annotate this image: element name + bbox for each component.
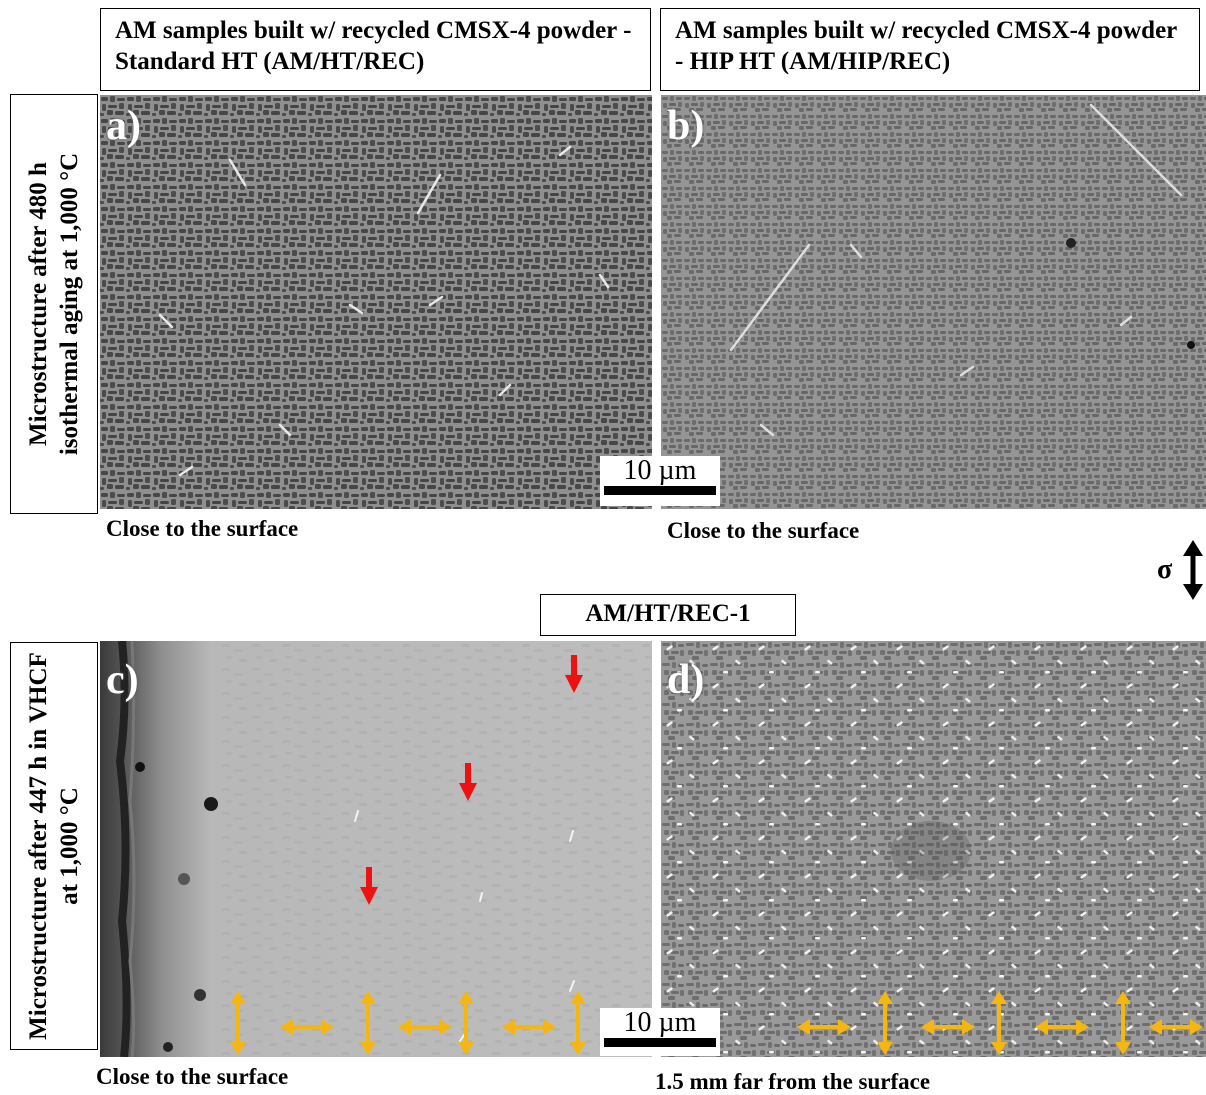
micrograph-d-image — [661, 641, 1206, 1057]
stress-symbol: σ — [1157, 554, 1173, 585]
panel-label-a: a) — [106, 103, 141, 149]
row-label-bottom-text: Microstructure after 447 h in VHCF at 1,… — [25, 652, 83, 1040]
scale-bar-top-text: 10 µm — [623, 455, 697, 486]
yellow-arrows-c — [230, 991, 586, 1055]
scale-bar-bottom-line — [604, 1038, 716, 1047]
micrograph-c-image — [100, 641, 652, 1057]
header-top-right-text: AM samples built w/ recycled CMSX-4 powd… — [675, 17, 1177, 75]
micrograph-panel-a: a) — [100, 95, 652, 509]
header-top-left-text: AM samples built w/ recycled CMSX-4 powd… — [115, 17, 632, 75]
stress-direction-icon — [1183, 540, 1203, 600]
micrograph-panel-b: b) — [661, 95, 1206, 509]
caption-c: Close to the surface — [96, 1064, 289, 1089]
panel-label-d: d) — [667, 657, 705, 703]
scale-bar-bottom: 10 µm — [600, 1008, 720, 1056]
micrograph-a-image — [100, 95, 652, 509]
panel-label-c: c) — [106, 657, 139, 703]
caption-d: 1.5 mm far from the surface — [655, 1069, 931, 1094]
row-label-top-text: Microstructure after 480 h isothermal ag… — [25, 152, 83, 456]
header-middle-text: AM/HT/REC-1 — [585, 600, 751, 627]
header-middle: AM/HT/REC-1 — [540, 594, 796, 636]
header-top-left: AM samples built w/ recycled CMSX-4 powd… — [100, 8, 651, 91]
scale-bar-top-line — [604, 486, 716, 495]
red-arrow-icon — [565, 655, 583, 693]
red-arrow-icon — [360, 867, 378, 905]
caption-a: Close to the surface — [106, 516, 299, 541]
micrograph-panel-d: d) — [661, 641, 1206, 1057]
row-label-bottom: Microstructure after 447 h in VHCF at 1,… — [10, 642, 98, 1050]
caption-b: Close to the surface — [667, 518, 860, 543]
header-top-right: AM samples built w/ recycled CMSX-4 powd… — [660, 8, 1200, 91]
scale-bar-top: 10 µm — [600, 456, 720, 506]
yellow-arrows-d — [797, 991, 1203, 1055]
panel-label-b: b) — [667, 103, 705, 149]
scale-bar-bottom-text: 10 µm — [623, 1007, 697, 1038]
micrograph-panel-c: c) — [100, 641, 652, 1057]
red-arrow-icon — [459, 763, 477, 801]
micrograph-b-image — [661, 95, 1206, 509]
row-label-top: Microstructure after 480 h isothermal ag… — [10, 94, 98, 514]
